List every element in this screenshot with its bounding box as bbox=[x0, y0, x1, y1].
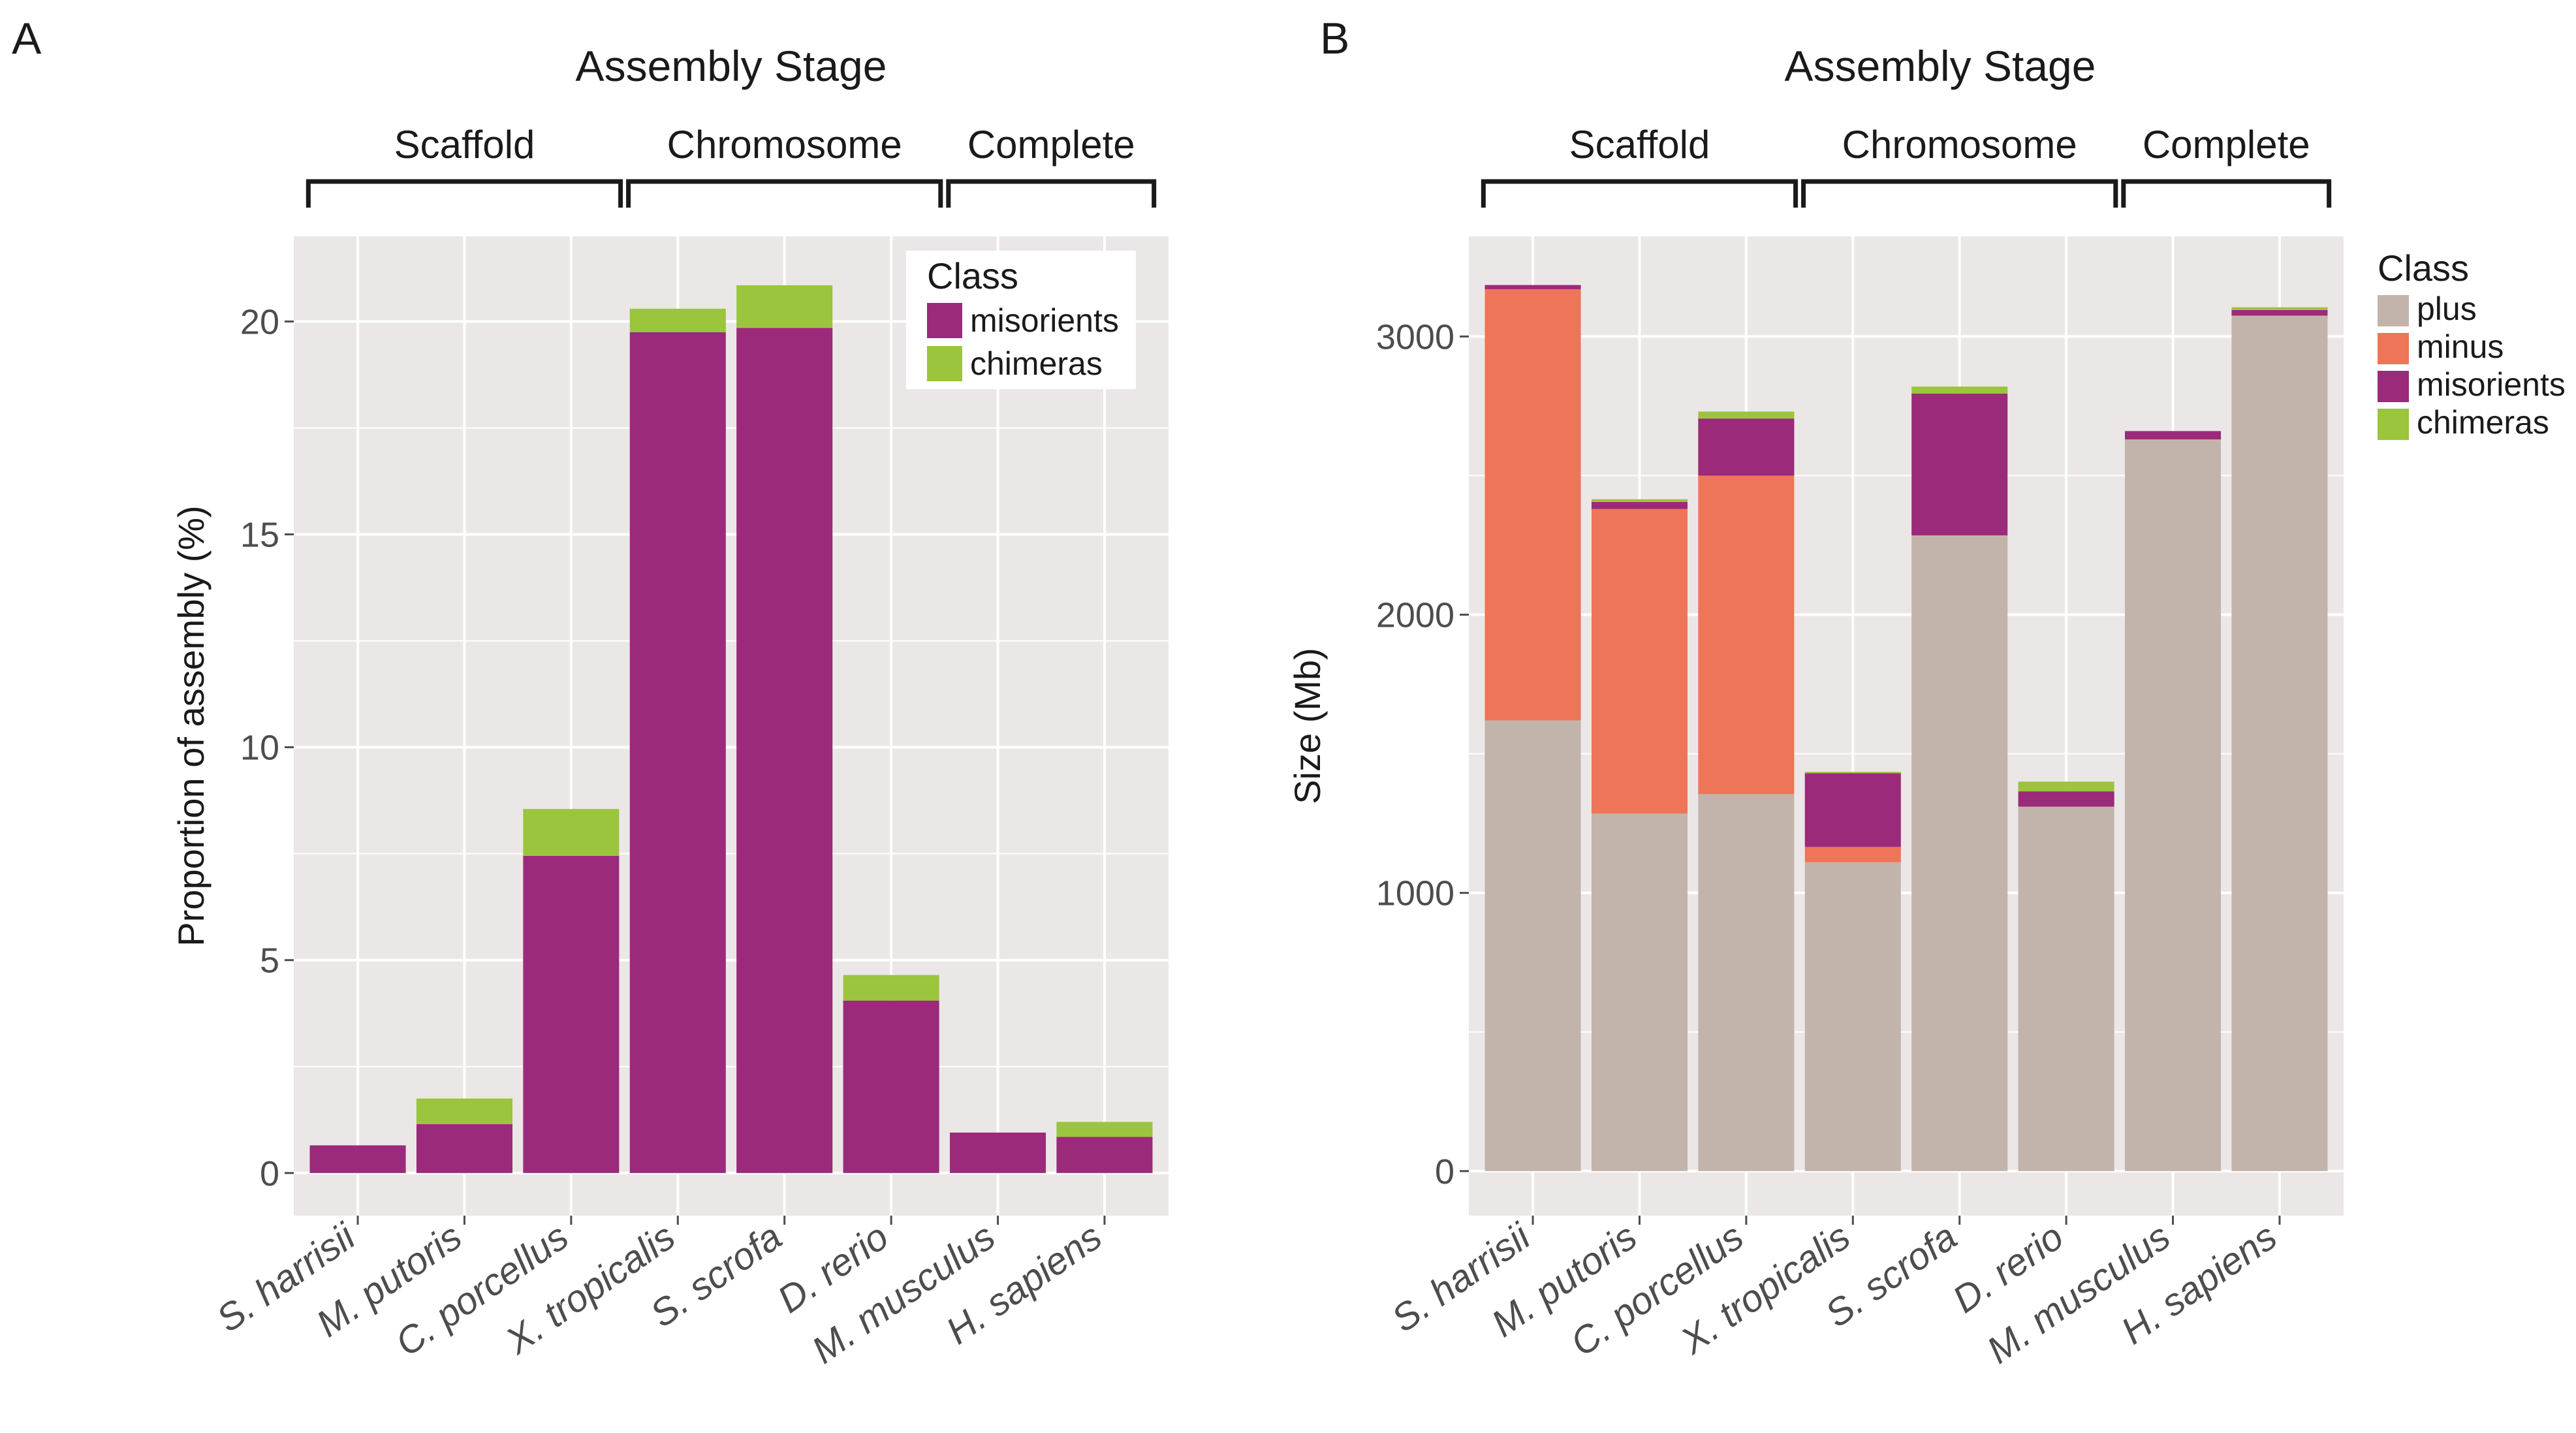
panel-a-stage-label-complete: Complete bbox=[967, 123, 1135, 166]
panel-b-title: Assembly Stage bbox=[1785, 42, 2096, 90]
panel-b-stage-bracket-complete bbox=[2121, 179, 2332, 208]
panel-a-legend-label-misorients: misorients bbox=[970, 302, 1119, 339]
panel-a-y-tick-label: 0 bbox=[260, 1154, 279, 1193]
panel-b-bar-m-putoris-misorients bbox=[1591, 501, 1688, 509]
panel-b-legend-key-minus bbox=[2378, 333, 2409, 364]
panel-a-bar-m-musculus-misorients bbox=[950, 1132, 1046, 1173]
panel-b-legend-label-misorients: misorients bbox=[2417, 366, 2566, 403]
panel-a-y-tick-label: 15 bbox=[240, 516, 279, 555]
panel-b-bar-h-sapiens-plus bbox=[2231, 315, 2328, 1171]
panel-a-bar-s-harrisii-misorients bbox=[309, 1145, 406, 1173]
panel-b-bar-m-musculus-plus bbox=[2125, 439, 2222, 1171]
panel-b: B Assembly Stage Scaffold Chromosome Compl… bbox=[1287, 14, 2566, 1372]
panel-b-bar-s-scrofa-chimeras bbox=[1911, 386, 2008, 394]
panel-b-stage-label-chromosome: Chromosome bbox=[1842, 123, 2077, 166]
panel-a-bar-m-putoris-misorients bbox=[416, 1124, 512, 1173]
panel-a-stage-brackets: Scaffold Chromosome Complete bbox=[306, 123, 1157, 208]
panel-b-legend-key-plus bbox=[2378, 295, 2409, 326]
panel-b-bar-m-putoris-minus bbox=[1591, 509, 1688, 814]
panel-a-bar-h-sapiens-misorients bbox=[1056, 1137, 1153, 1173]
panel-b-stage-label-scaffold: Scaffold bbox=[1569, 123, 1710, 166]
panel-b-stage-bracket-chromosome bbox=[1801, 179, 2118, 208]
panel-b-bar-c-porcellus-plus bbox=[1698, 794, 1795, 1171]
panel-b-bar-s-scrofa-misorients bbox=[1911, 393, 2008, 536]
panel-b-bar-d-rerio-plus bbox=[2018, 806, 2114, 1171]
panel-a-stage-bracket-chromosome bbox=[626, 179, 943, 208]
panel-b-legend-label-minus: minus bbox=[2417, 328, 2504, 365]
panel-a-letter: A bbox=[12, 14, 42, 63]
panel-b-stage-brackets: Scaffold Chromosome Complete bbox=[1481, 123, 2332, 208]
panel-b-bar-h-sapiens-chimeras bbox=[2231, 307, 2328, 310]
panel-a-bar-d-rerio-chimeras bbox=[843, 975, 939, 1001]
panel-a-plot-background bbox=[294, 236, 1169, 1216]
panel-a-legend-label-chimeras: chimeras bbox=[970, 345, 1103, 382]
panel-b-y-axis-title: Size (Mb) bbox=[1287, 648, 1328, 804]
panel-a: A Assembly Stage Scaffold Chromosome Compl… bbox=[12, 14, 1169, 1372]
panel-b-bar-s-harrisii-misorients bbox=[1484, 285, 1581, 289]
panel-b-bar-x-tropicalis-plus bbox=[1804, 862, 1901, 1171]
panel-b-legend-label-plus: plus bbox=[2417, 291, 2477, 327]
panel-b-bar-c-porcellus-misorients bbox=[1698, 418, 1795, 476]
panel-a-bar-s-scrofa-misorients bbox=[736, 328, 833, 1173]
panel-a-y-axis-title: Proportion of assembly (%) bbox=[170, 505, 212, 946]
panel-a-legend: Class misorients chimeras bbox=[906, 251, 1136, 389]
panel-b-y-tick-label: 0 bbox=[1435, 1152, 1454, 1191]
panel-a-y-axis: 0 5 10 15 20 bbox=[240, 302, 294, 1193]
panel-b-stage-label-complete: Complete bbox=[2143, 123, 2310, 166]
panel-b-bar-m-putoris-chimeras bbox=[1591, 499, 1688, 502]
panel-b-bar-m-putoris-plus bbox=[1591, 813, 1688, 1171]
panel-b-legend-key-chimeras bbox=[2378, 409, 2409, 440]
panel-b-bar-s-harrisii-minus bbox=[1484, 289, 1581, 721]
panel-a-legend-key-misorients bbox=[927, 303, 962, 338]
panel-b-y-tick-label: 2000 bbox=[1376, 596, 1454, 635]
panel-b-y-tick-label: 1000 bbox=[1376, 874, 1454, 913]
panel-b-y-axis: 0 1000 2000 3000 bbox=[1376, 317, 1469, 1191]
panel-b-bar-c-porcellus-chimeras bbox=[1698, 411, 1795, 419]
panel-b-bar-x-tropicalis-misorients bbox=[1804, 773, 1901, 847]
panel-a-y-tick-label: 10 bbox=[240, 729, 279, 768]
panel-a-stage-bracket-complete bbox=[946, 179, 1157, 208]
panel-b-bar-d-rerio-misorients bbox=[2018, 791, 2114, 807]
panel-a-legend-key-chimeras bbox=[927, 346, 962, 381]
panel-b-stage-bracket-scaffold bbox=[1481, 179, 1798, 208]
panel-b-bar-h-sapiens-misorients bbox=[2231, 309, 2328, 316]
panel-a-y-tick-label: 5 bbox=[260, 941, 279, 981]
panel-a-stage-label-chromosome: Chromosome bbox=[667, 123, 902, 166]
panel-b-bar-x-tropicalis-minus bbox=[1804, 847, 1901, 862]
panel-b-bar-s-harrisii-plus bbox=[1484, 720, 1581, 1171]
panel-b-bar-d-rerio-chimeras bbox=[2018, 781, 2114, 792]
panel-a-title: Assembly Stage bbox=[576, 42, 887, 90]
panel-b-y-tick-label: 3000 bbox=[1376, 317, 1454, 356]
panel-b-legend-title: Class bbox=[2378, 247, 2469, 289]
panel-b-bar-c-porcellus-minus bbox=[1698, 475, 1795, 795]
panel-a-bar-c-porcellus-misorients bbox=[523, 855, 620, 1173]
panel-b-letter: B bbox=[1320, 14, 1349, 63]
panel-b-bars bbox=[1484, 285, 2328, 1171]
panel-b-bar-s-scrofa-plus bbox=[1911, 535, 2008, 1171]
panel-b-bar-x-tropicalis-chimeras bbox=[1804, 772, 1901, 774]
panel-b-bar-m-musculus-misorients bbox=[2125, 431, 2222, 440]
panel-b-legend-label-chimeras: chimeras bbox=[2417, 404, 2549, 441]
panel-a-y-tick-label: 20 bbox=[240, 302, 279, 341]
panel-a-bar-c-porcellus-chimeras bbox=[523, 809, 620, 856]
panel-a-bars bbox=[309, 285, 1153, 1173]
panel-a-bar-x-tropicalis-misorients bbox=[629, 332, 726, 1173]
panel-a-legend-title: Class bbox=[927, 255, 1018, 296]
panel-a-stage-bracket-scaffold bbox=[306, 179, 623, 208]
panel-a-bar-x-tropicalis-chimeras bbox=[629, 308, 726, 332]
panel-a-stage-label-scaffold: Scaffold bbox=[394, 123, 535, 166]
panel-a-bar-d-rerio-misorients bbox=[843, 1000, 939, 1173]
panel-a-bar-m-putoris-chimeras bbox=[416, 1098, 512, 1124]
panel-a-bar-h-sapiens-chimeras bbox=[1056, 1122, 1153, 1137]
panel-b-legend-key-misorients bbox=[2378, 371, 2409, 402]
panel-a-bar-s-scrofa-chimeras bbox=[736, 285, 833, 328]
